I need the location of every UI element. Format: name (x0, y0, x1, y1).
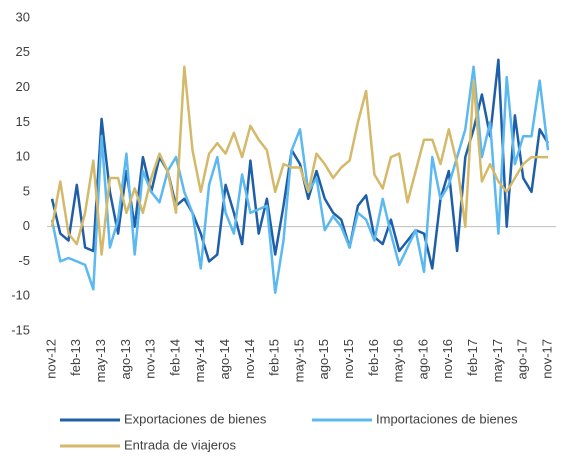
x-tick-label: nov-12 (43, 339, 58, 379)
x-tick-label: feb-17 (465, 339, 480, 376)
x-tick-label: ago-15 (316, 339, 331, 379)
y-tick-label: -15 (11, 322, 30, 337)
x-tick-label: may-13 (93, 339, 108, 382)
series-line (50, 65, 550, 294)
x-tick-label: may-15 (291, 339, 306, 382)
x-tick-label: feb-13 (68, 339, 83, 376)
series-line (50, 58, 550, 270)
x-tick-label: feb-15 (267, 339, 282, 376)
y-tick-label: 15 (16, 114, 30, 129)
y-tick-label: -10 (11, 288, 30, 303)
x-tick-label: nov-16 (440, 339, 455, 379)
x-tick-label: ago-16 (415, 339, 430, 379)
y-tick-label: 0 (23, 218, 30, 233)
y-tick-label: 5 (23, 183, 30, 198)
x-tick-label: nov-15 (341, 339, 356, 379)
legend-label: Exportaciones de bienes (124, 411, 267, 426)
legend-label: Importaciones de bienes (376, 411, 518, 426)
y-tick-label: -5 (18, 253, 30, 268)
y-tick-label: 30 (16, 9, 30, 24)
x-tick-label: feb-14 (167, 339, 182, 376)
y-tick-label: 25 (16, 44, 30, 59)
y-tick-label: 10 (16, 149, 30, 164)
x-tick-label: feb-16 (366, 339, 381, 376)
x-tick-label: nov-17 (539, 339, 554, 379)
x-tick-label: may-17 (490, 339, 505, 382)
legend-label: Entrada de viajeros (124, 437, 237, 452)
y-tick-label: 20 (16, 79, 30, 94)
x-tick-label: may-14 (192, 339, 207, 382)
x-tick-label: nov-13 (143, 339, 158, 379)
x-tick-label: nov-14 (242, 339, 257, 379)
series-line (50, 65, 548, 256)
x-tick-label: ago-14 (217, 339, 232, 379)
x-tick-label: ago-17 (515, 339, 530, 379)
x-tick-label: ago-13 (118, 339, 133, 379)
x-tick-label: may-16 (391, 339, 406, 382)
